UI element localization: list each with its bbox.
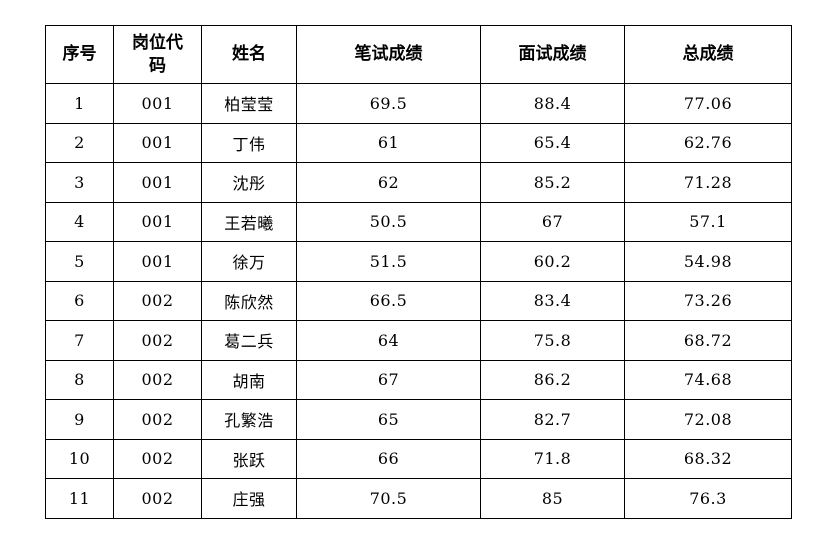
cell-interview-score: 85.2: [480, 162, 625, 203]
cell-interview-score: 75.8: [480, 320, 625, 361]
cell-interview-score: 71.8: [480, 438, 625, 479]
column-header-position-code: 岗位代码: [113, 25, 202, 84]
cell-total-score: 62.76: [624, 122, 792, 163]
cell-written-score: 66: [296, 438, 481, 479]
table-row: 9 002 孔繁浩 65 82.7 72.08: [45, 399, 792, 440]
cell-position-code: 002: [113, 320, 202, 361]
cell-serial-number: 5: [45, 241, 114, 282]
cell-written-score: 51.5: [296, 241, 481, 282]
cell-total-score: 68.72: [624, 320, 792, 361]
cell-serial-number: 3: [45, 162, 114, 203]
table-row: 6 002 陈欣然 66.5 83.4 73.26: [45, 280, 792, 321]
cell-position-code: 001: [113, 162, 202, 203]
cell-written-score: 66.5: [296, 280, 481, 321]
cell-total-score: 57.1: [624, 201, 792, 242]
cell-written-score: 50.5: [296, 201, 481, 242]
cell-interview-score: 60.2: [480, 241, 625, 282]
cell-name: 葛二兵: [201, 320, 297, 361]
cell-total-score: 74.68: [624, 359, 792, 400]
cell-written-score: 65: [296, 399, 481, 440]
cell-name: 丁伟: [201, 122, 297, 163]
table-body: 1 001 柏莹莹 69.5 88.4 77.06 2 001 丁伟 61 65.4 62.76 3 00…: [45, 83, 792, 519]
cell-serial-number: 9: [45, 399, 114, 440]
cell-position-code: 002: [113, 438, 202, 479]
table-row: 11 002 庄强 70.5 85 76.3: [45, 478, 792, 519]
cell-total-score: 77.06: [624, 83, 792, 124]
table-row: 10 002 张跃 66 71.8 68.32: [45, 438, 792, 479]
cell-name: 徐万: [201, 241, 297, 282]
cell-name: 庄强: [201, 478, 297, 519]
cell-name: 张跃: [201, 438, 297, 479]
table-row: 4 001 王若曦 50.5 67 57.1: [45, 201, 792, 242]
cell-name: 孔繁浩: [201, 399, 297, 440]
table-row: 3 001 沈彤 62 85.2 71.28: [45, 162, 792, 203]
cell-written-score: 64: [296, 320, 481, 361]
cell-position-code: 002: [113, 359, 202, 400]
table-row: 2 001 丁伟 61 65.4 62.76: [45, 122, 792, 163]
cell-position-code: 001: [113, 201, 202, 242]
cell-position-code: 002: [113, 280, 202, 321]
cell-interview-score: 83.4: [480, 280, 625, 321]
table-row: 1 001 柏莹莹 69.5 88.4 77.06: [45, 83, 792, 124]
column-header-total-score: 总成绩: [624, 25, 792, 84]
cell-position-code: 001: [113, 122, 202, 163]
column-header-interview-score: 面试成绩: [480, 25, 625, 84]
cell-position-code: 002: [113, 478, 202, 519]
cell-written-score: 61: [296, 122, 481, 163]
cell-interview-score: 82.7: [480, 399, 625, 440]
table-row: 8 002 胡南 67 86.2 74.68: [45, 359, 792, 400]
cell-written-score: 67: [296, 359, 481, 400]
column-header-written-score: 笔试成绩: [296, 25, 481, 84]
column-header-name: 姓名: [201, 25, 297, 84]
column-header-serial-number: 序号: [45, 25, 114, 84]
cell-serial-number: 4: [45, 201, 114, 242]
cell-total-score: 73.26: [624, 280, 792, 321]
cell-written-score: 62: [296, 162, 481, 203]
cell-position-code: 001: [113, 241, 202, 282]
cell-serial-number: 2: [45, 122, 114, 163]
cell-name: 胡南: [201, 359, 297, 400]
cell-total-score: 72.08: [624, 399, 792, 440]
cell-total-score: 71.28: [624, 162, 792, 203]
cell-serial-number: 10: [45, 438, 114, 479]
cell-name: 王若曦: [201, 201, 297, 242]
header-row: 序号 岗位代码 姓名 笔试成绩 面试成绩 总成绩: [45, 25, 792, 84]
cell-serial-number: 7: [45, 320, 114, 361]
cell-serial-number: 8: [45, 359, 114, 400]
cell-interview-score: 85: [480, 478, 625, 519]
cell-serial-number: 1: [45, 83, 114, 124]
cell-written-score: 69.5: [296, 83, 481, 124]
cell-interview-score: 67: [480, 201, 625, 242]
cell-total-score: 68.32: [624, 438, 792, 479]
cell-interview-score: 86.2: [480, 359, 625, 400]
cell-position-code: 002: [113, 399, 202, 440]
cell-name: 陈欣然: [201, 280, 297, 321]
cell-interview-score: 65.4: [480, 122, 625, 163]
cell-name: 沈彤: [201, 162, 297, 203]
cell-written-score: 70.5: [296, 478, 481, 519]
table-row: 5 001 徐万 51.5 60.2 54.98: [45, 241, 792, 282]
cell-total-score: 76.3: [624, 478, 792, 519]
cell-position-code: 001: [113, 83, 202, 124]
cell-total-score: 54.98: [624, 241, 792, 282]
cell-interview-score: 88.4: [480, 83, 625, 124]
cell-name: 柏莹莹: [201, 83, 297, 124]
cell-serial-number: 6: [45, 280, 114, 321]
table-row: 7 002 葛二兵 64 75.8 68.72: [45, 320, 792, 361]
cell-serial-number: 11: [45, 478, 114, 519]
score-table: 序号 岗位代码 姓名 笔试成绩 面试成绩 总成绩 1 001 柏莹莹 69.5 88.4…: [45, 25, 792, 519]
